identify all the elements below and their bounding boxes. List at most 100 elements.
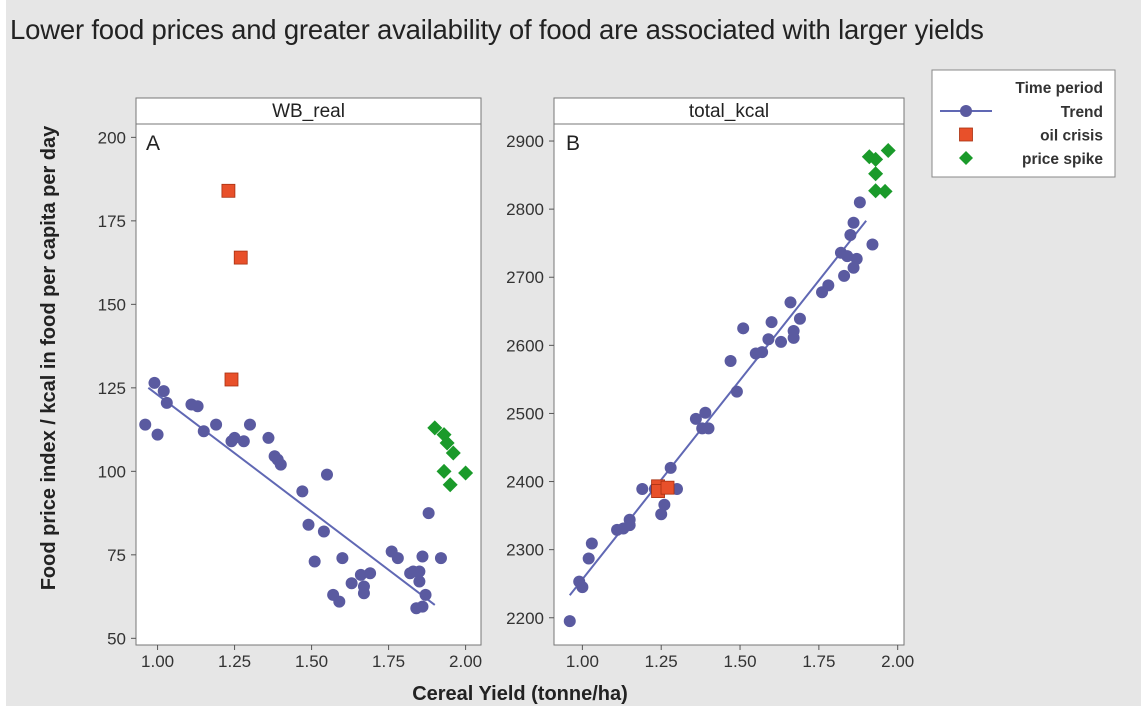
square-point	[660, 480, 675, 495]
series-price-spike	[861, 143, 896, 199]
circle-point	[237, 435, 250, 448]
circle-point	[151, 428, 164, 441]
circle-point	[793, 312, 806, 325]
circle-point	[148, 376, 161, 389]
circle-point	[262, 431, 275, 444]
circle-point	[357, 580, 370, 593]
panel-strip-label: WB_real	[272, 101, 345, 122]
y-tick-label: 75	[107, 546, 126, 565]
y-tick-label: 175	[98, 212, 126, 231]
y-tick-label: 125	[98, 379, 126, 398]
y-tick-label: 150	[98, 295, 126, 314]
panel-letter: B	[566, 132, 580, 155]
circle-point	[762, 333, 775, 346]
circle-point	[576, 581, 589, 594]
chart-title: Lower food prices and greater availabili…	[10, 14, 984, 45]
legend: Time period Trend oil crisis price spike	[931, 69, 1116, 178]
circle-point	[623, 513, 636, 526]
circle-point	[243, 418, 256, 431]
circle-point	[364, 567, 377, 580]
circle-point	[345, 577, 358, 590]
circle-point	[699, 406, 712, 419]
circle-point	[844, 229, 857, 242]
circle-point	[853, 196, 866, 209]
diamond-point	[442, 477, 458, 493]
x-tick-label: 2.00	[449, 652, 482, 671]
y-tick-label: 200	[98, 128, 126, 147]
square-point	[233, 250, 248, 265]
circle-point	[582, 552, 595, 565]
circle-point	[775, 335, 788, 348]
circle-point	[336, 552, 349, 565]
circle-point	[320, 468, 333, 481]
diamond-point	[880, 143, 896, 159]
x-tick-label: 1.75	[802, 652, 835, 671]
circle-point	[841, 250, 854, 263]
circle-point	[730, 385, 743, 398]
x-tick-label: 1.25	[645, 652, 678, 671]
circle-point	[658, 498, 671, 511]
circle-point	[416, 600, 429, 613]
diamond-point	[868, 183, 884, 199]
series-oil-crisis	[651, 479, 675, 498]
circle-point	[724, 355, 737, 368]
diamond-point	[877, 183, 893, 199]
panel-strip-label: total_kcal	[689, 101, 769, 122]
circle-point	[765, 316, 778, 329]
series-price-spike	[427, 420, 474, 493]
legend-title: Time period	[1015, 80, 1103, 97]
circle-point	[784, 296, 797, 309]
x-tick-label: 1.75	[372, 652, 405, 671]
y-tick-label: 2200	[506, 609, 544, 628]
circle-point	[756, 346, 769, 359]
legend-item: oil crisis	[959, 128, 1103, 145]
legend-label: Trend	[1061, 104, 1103, 121]
circle-point	[197, 425, 210, 438]
legend-item: price spike	[959, 151, 1103, 168]
legend-item: Trend	[940, 104, 1103, 121]
diamond-point	[458, 465, 474, 481]
diamond-point	[439, 435, 455, 451]
circle-point	[866, 238, 879, 251]
x-tick-label: 1.00	[566, 652, 599, 671]
y-tick-label: 50	[107, 629, 126, 648]
square-point	[221, 183, 236, 198]
y-axis-label: Food price index / kcal in food per capi…	[38, 125, 60, 590]
diamond-point	[868, 166, 884, 182]
y-tick-label: 2500	[506, 404, 544, 423]
x-tick-label: 1.25	[218, 652, 251, 671]
circle-point	[139, 418, 152, 431]
circle-point	[664, 461, 677, 474]
circle-point	[317, 525, 330, 538]
panel-b: total_kcal B 2200 2300 2400 2500 2600 2700 2800 2…	[506, 97, 914, 671]
series-Trend	[139, 376, 447, 615]
square-point	[224, 372, 239, 387]
x-tick-label: 1.00	[141, 652, 174, 671]
circle-point	[702, 422, 715, 435]
circle-point	[636, 483, 649, 496]
circle-point	[585, 537, 598, 550]
x-tick-label: 1.50	[723, 652, 756, 671]
series-Trend	[563, 196, 879, 628]
circle-point	[274, 458, 287, 471]
y-tick-label: 2800	[506, 200, 544, 219]
circle-point	[847, 216, 860, 229]
circle-point	[422, 507, 435, 520]
trend-line	[147, 387, 436, 606]
legend-label: oil crisis	[1040, 128, 1103, 145]
circle-point	[228, 431, 241, 444]
circle-point	[302, 518, 315, 531]
diamond-point	[445, 445, 461, 461]
x-tick-label: 1.50	[295, 652, 328, 671]
y-tick-label: 2700	[506, 268, 544, 287]
circle-point	[563, 615, 576, 628]
circle-point	[655, 508, 668, 521]
x-axis-label: Cereal Yield (tonne/ha)	[412, 683, 628, 705]
circle-point	[838, 269, 851, 282]
y-tick-label: 2600	[506, 336, 544, 355]
y-tick-label: 2300	[506, 541, 544, 560]
circle-point	[308, 555, 321, 568]
y-tick-label: 100	[98, 462, 126, 481]
